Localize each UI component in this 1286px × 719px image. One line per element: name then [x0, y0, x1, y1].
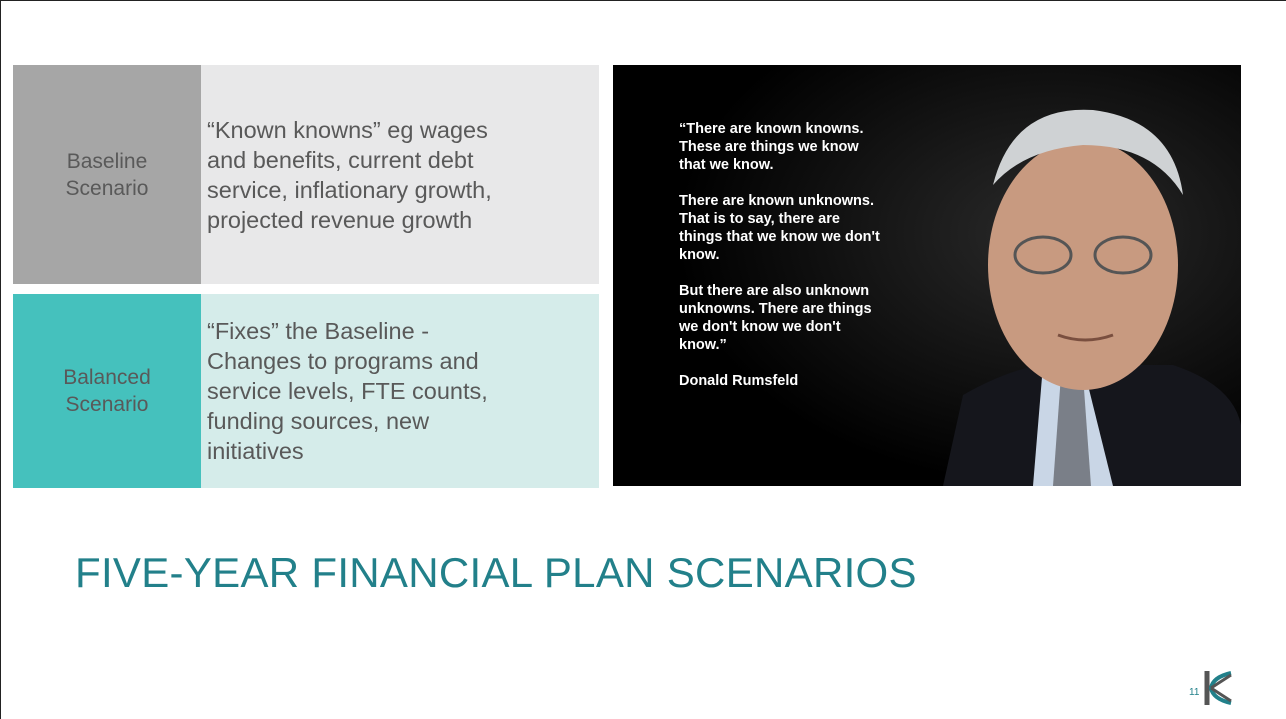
slide-title: FIVE-YEAR FINANCIAL PLAN SCENARIOS [75, 549, 917, 597]
slide: “There are known knowns.These are things… [0, 0, 1286, 719]
description-line: service levels, FTE counts, [207, 376, 599, 406]
quote-line: There are known unknowns. [679, 192, 880, 210]
quote-line: things that we know we don't [679, 228, 880, 246]
quote-line: we don't know we don't [679, 318, 880, 336]
quote-paragraph: There are known unknowns.That is to say,… [679, 192, 880, 264]
quote-line: These are things we know [679, 138, 880, 156]
page-number: 11 [1189, 687, 1199, 698]
description-line: initiatives [207, 436, 599, 466]
quote-image: “There are known knowns.These are things… [613, 65, 1241, 486]
label-line: Scenario [66, 175, 149, 202]
quote-line: “There are known knowns. [679, 120, 880, 138]
description-line: projected revenue growth [207, 205, 599, 235]
logo [1201, 669, 1237, 707]
quote-line: that we know. [679, 156, 880, 174]
label-line: Scenario [66, 391, 149, 418]
description-line: service, inflationary growth, [207, 175, 599, 205]
description-line: “Fixes” the Baseline - [207, 316, 599, 346]
description-line: “Known knowns” eg wages [207, 115, 599, 145]
quote-paragraph: Donald Rumsfeld [679, 372, 880, 390]
quote-line: know.” [679, 336, 880, 354]
quote-line: But there are also unknown [679, 282, 880, 300]
description-line: funding sources, new [207, 406, 599, 436]
description-line: and benefits, current debt [207, 145, 599, 175]
quote-line: know. [679, 246, 880, 264]
quote-paragraph: “There are known knowns.These are things… [679, 120, 880, 174]
description-line: Changes to programs and [207, 346, 599, 376]
quote-line: unknowns. There are things [679, 300, 880, 318]
quote-text: “There are known knowns.These are things… [679, 120, 880, 408]
quote-line: That is to say, there are [679, 210, 880, 228]
row-description: “Fixes” the Baseline -Changes to program… [201, 294, 599, 488]
label-line: Baseline [67, 148, 148, 175]
quote-line: Donald Rumsfeld [679, 372, 880, 390]
label-line: Balanced [63, 364, 151, 391]
